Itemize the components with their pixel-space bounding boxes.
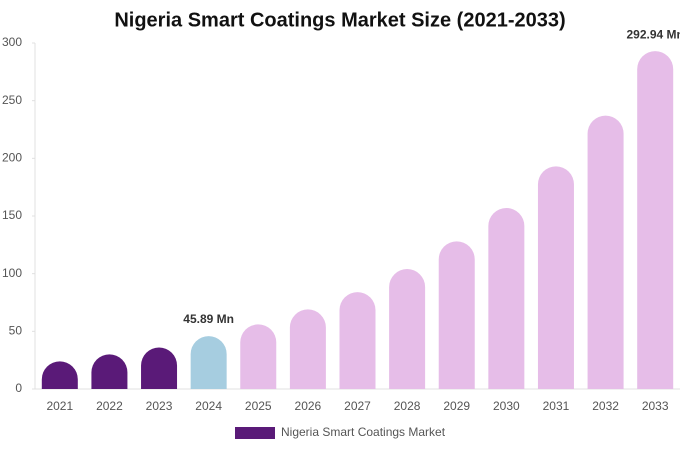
bar xyxy=(41,361,78,389)
x-tick-label: 2023 xyxy=(146,399,173,413)
legend-label: Nigeria Smart Coatings Market xyxy=(281,425,446,439)
y-tick-label: 200 xyxy=(2,151,22,165)
bar xyxy=(488,207,525,389)
y-tick-label: 100 xyxy=(2,266,22,280)
bar xyxy=(141,347,178,389)
x-tick-label: 2021 xyxy=(46,399,73,413)
y-tick-label: 300 xyxy=(2,35,22,49)
chart-title: Nigeria Smart Coatings Market Size (2021… xyxy=(114,9,565,31)
x-tick-label: 2027 xyxy=(344,399,371,413)
y-tick-label: 150 xyxy=(2,208,22,222)
x-tick-label: 2028 xyxy=(394,399,421,413)
bar xyxy=(637,51,674,390)
bar xyxy=(339,292,376,389)
x-tick-label: 2032 xyxy=(592,399,619,413)
bar xyxy=(240,324,277,389)
bar xyxy=(91,354,128,389)
bar xyxy=(438,241,475,389)
legend-swatch xyxy=(235,427,275,439)
x-tick-label: 2031 xyxy=(543,399,570,413)
x-tick-label: 2022 xyxy=(96,399,123,413)
bar xyxy=(289,309,326,389)
bar xyxy=(537,166,574,389)
x-tick-label: 2033 xyxy=(642,399,669,413)
y-tick-label: 50 xyxy=(9,324,23,338)
bar xyxy=(587,115,624,389)
bar xyxy=(389,269,426,389)
value-label: 292.94 Mn xyxy=(627,27,680,41)
x-tick-label: 2025 xyxy=(245,399,272,413)
y-tick-label: 0 xyxy=(15,381,22,395)
x-tick-label: 2026 xyxy=(295,399,322,413)
value-label: 45.89 Mn xyxy=(183,312,234,326)
x-tick-label: 2029 xyxy=(443,399,470,413)
bar xyxy=(190,336,227,389)
x-tick-label: 2030 xyxy=(493,399,520,413)
y-tick-label: 250 xyxy=(2,93,22,107)
x-tick-label: 2024 xyxy=(195,399,222,413)
